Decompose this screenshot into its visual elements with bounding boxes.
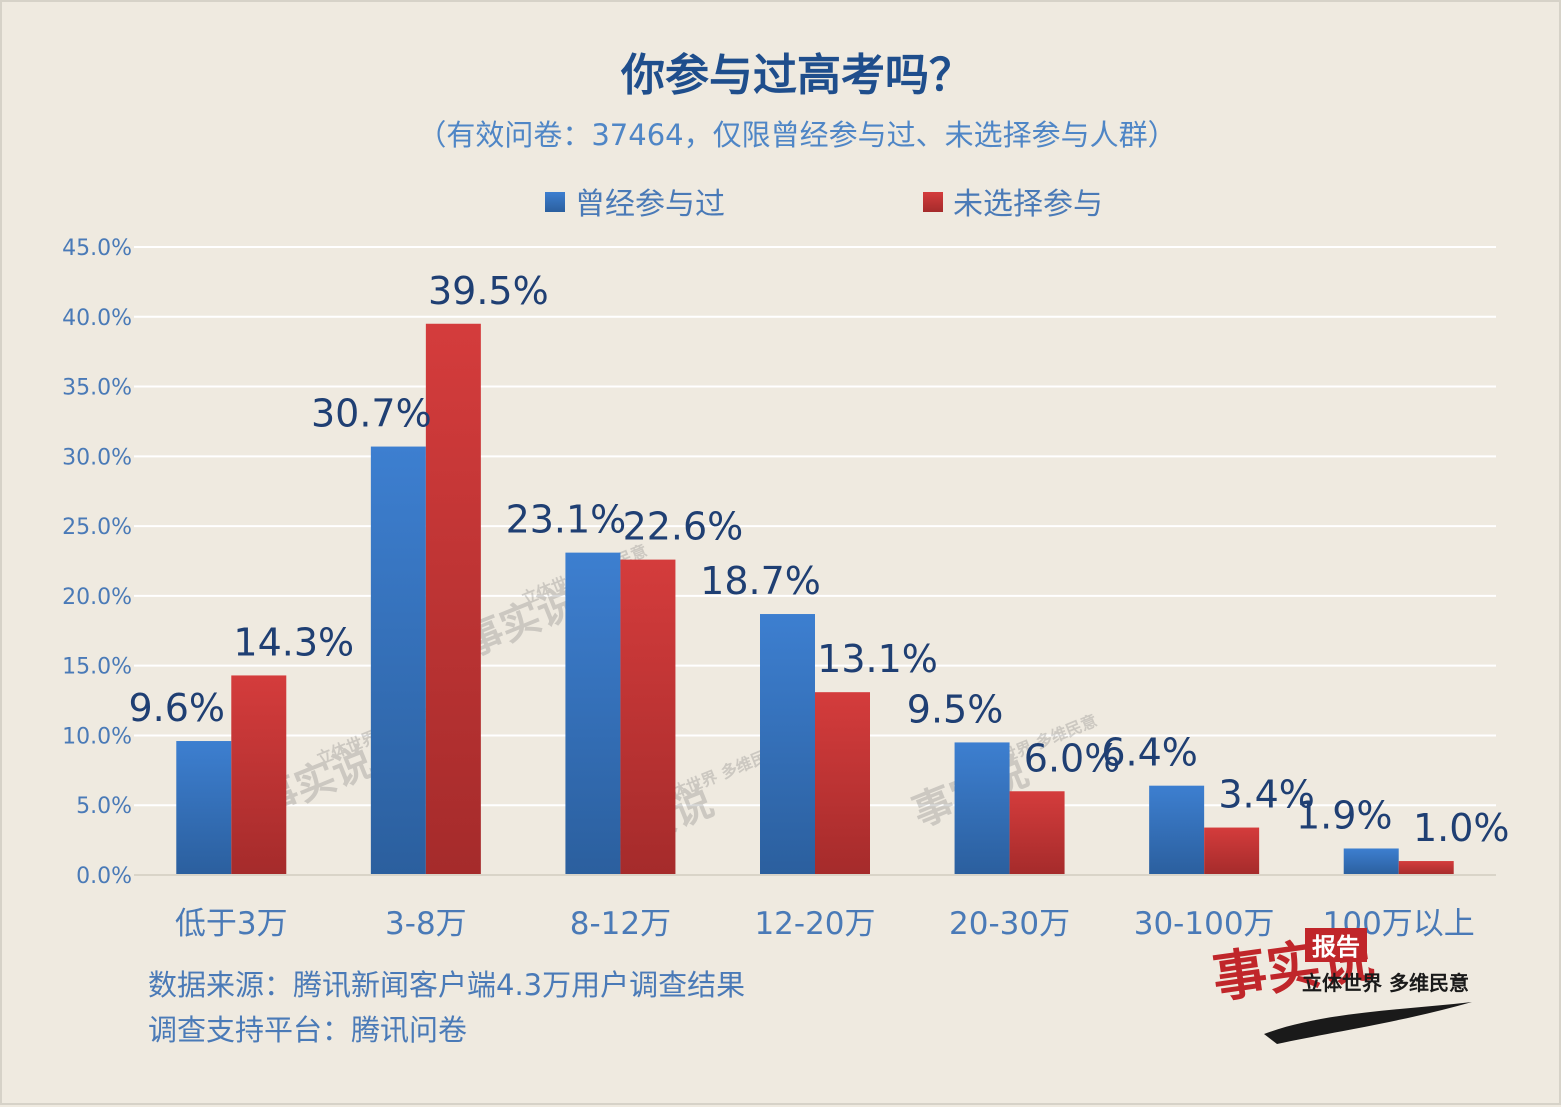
- data-label: 1.9%: [1296, 793, 1393, 837]
- footnote-platform: 调查支持平台：腾讯问卷: [148, 1013, 467, 1047]
- legend: 曾经参与过 未选择参与: [545, 187, 1103, 222]
- bar-series-1: [954, 742, 1010, 875]
- y-tick-label: 25.0%: [62, 515, 132, 540]
- data-label: 1.0%: [1413, 806, 1510, 850]
- brush-stroke: [1264, 1002, 1472, 1044]
- bar-series-1: [565, 552, 621, 875]
- legend-swatch-series-1: [545, 192, 565, 212]
- x-tick-label: 30-100万: [1134, 906, 1275, 942]
- data-label: 39.5%: [428, 269, 549, 313]
- bar-series-2: [815, 692, 870, 875]
- data-label: 6.0%: [1024, 736, 1121, 780]
- chart-subtitle: （有效问卷：37464，仅限曾经参与过、未选择参与人群）: [417, 118, 1176, 152]
- legend-label-series-2: 未选择参与: [953, 187, 1103, 222]
- x-tick-label: 12-20万: [754, 906, 875, 942]
- y-tick-label: 10.0%: [62, 724, 132, 749]
- y-tick-label: 45.0%: [62, 236, 132, 261]
- bar-series-2: [425, 323, 481, 875]
- x-axis: 低于3万 3-8万 8-12万 12-20万 20-30万 30-100万 100万以上: [175, 906, 1475, 942]
- gridlines: [134, 246, 1496, 807]
- data-label: 30.7%: [311, 392, 432, 436]
- data-labels: 9.6%14.3% 30.7% 39.5% 23.1%22.6% 18.7% 13.1% 9…: [129, 269, 1510, 850]
- bar-series-1: [370, 446, 426, 875]
- x-tick-label: 8-12万: [570, 906, 671, 942]
- badge-text: 报告: [1312, 932, 1360, 961]
- y-tick-label: 20.0%: [62, 585, 132, 610]
- y-tick-label: 30.0%: [62, 445, 132, 470]
- data-label: 9.5%: [907, 687, 1004, 731]
- bars: [176, 323, 1454, 875]
- bar-series-2: [1204, 827, 1260, 875]
- bar-series-1: [1343, 848, 1399, 875]
- y-tick-label: 40.0%: [62, 306, 132, 331]
- bar-series-2: [1398, 861, 1454, 875]
- data-label: 18.7%: [700, 559, 821, 603]
- data-label: 6.4%: [1101, 731, 1198, 775]
- bar-series-1: [1149, 785, 1205, 875]
- footnote-source: 数据来源：腾讯新闻客户端4.3万用户调查结果: [148, 968, 745, 1002]
- data-label: 14.3%: [233, 620, 354, 664]
- chart-title: 你参与过高考吗？: [620, 50, 973, 101]
- bar-series-2: [620, 559, 676, 875]
- y-tick-label: 35.0%: [62, 376, 132, 401]
- x-tick-label: 3-8万: [385, 906, 467, 942]
- brand-logo: 事实说 报告 立体世界 多维民意: [1209, 924, 1472, 1044]
- y-tick-label: 0.0%: [76, 864, 132, 889]
- y-tick-label: 15.0%: [62, 655, 132, 680]
- data-label: 13.1%: [817, 637, 938, 681]
- data-label: 9.6%: [129, 686, 226, 730]
- data-label: 23.1%: [506, 498, 627, 542]
- data-label: 3.4%: [1218, 773, 1315, 817]
- legend-swatch-series-2: [923, 192, 943, 212]
- y-tick-label: 5.0%: [76, 794, 132, 819]
- bar-series-1: [176, 741, 232, 875]
- bar-series-2: [1009, 791, 1065, 875]
- brand-slogan: 立体世界 多维民意: [1302, 971, 1469, 995]
- legend-label-series-1: 曾经参与过: [575, 187, 725, 222]
- bar-series-2: [231, 675, 287, 875]
- x-tick-label: 低于3万: [175, 906, 288, 942]
- badge-background: [1305, 928, 1367, 962]
- data-label: 22.6%: [623, 505, 744, 549]
- x-tick-label: 20-30万: [949, 906, 1070, 942]
- y-axis: 0.0% 5.0% 10.0% 15.0% 20.0% 25.0% 30.0% 35.0% 40…: [62, 236, 132, 889]
- bar-series-1: [760, 614, 815, 875]
